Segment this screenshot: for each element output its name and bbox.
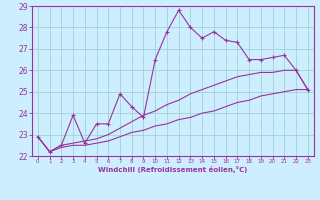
X-axis label: Windchill (Refroidissement éolien,°C): Windchill (Refroidissement éolien,°C) — [98, 166, 247, 173]
